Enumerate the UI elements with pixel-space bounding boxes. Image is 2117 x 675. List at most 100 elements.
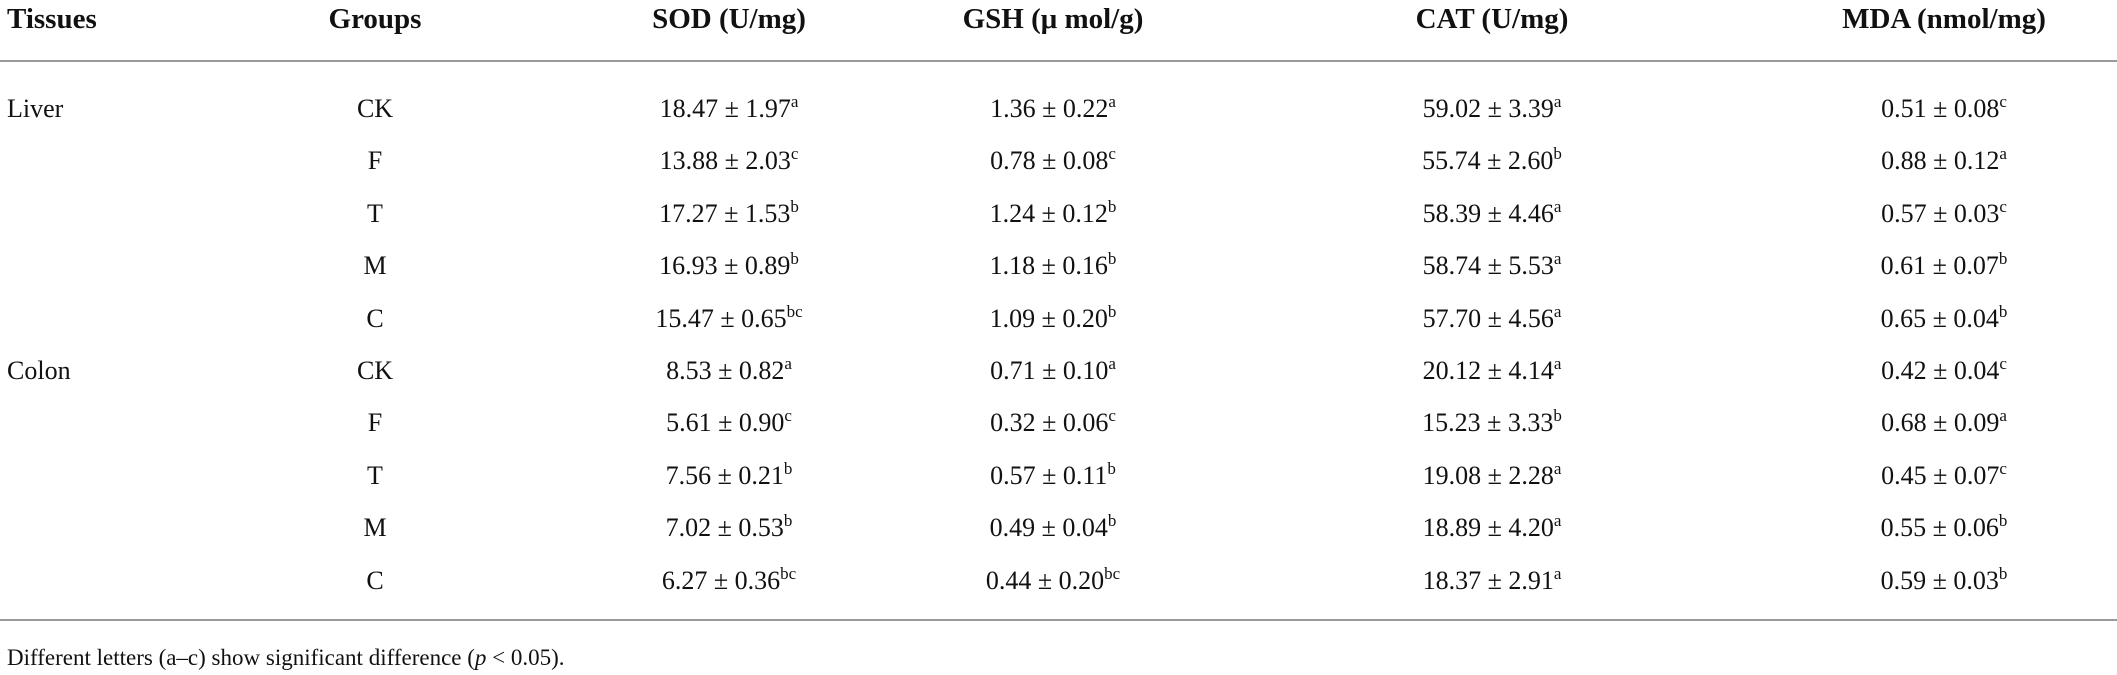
tissue-label: Colon bbox=[7, 356, 71, 385]
value-cell: 0.57 ± 0.11b bbox=[990, 458, 1116, 491]
value-text: 18.47 ± 1.97 bbox=[659, 94, 791, 123]
value-cell: 1.18 ± 0.16b bbox=[989, 249, 1117, 281]
significance-letter: c bbox=[1108, 406, 1116, 426]
value-text: 58.39 ± 4.46 bbox=[1422, 198, 1554, 228]
value-cell: 7.56 ± 0.21b bbox=[665, 458, 793, 491]
value-text: 0.45 ± 0.07 bbox=[1881, 460, 2000, 490]
value-cell: 18.89 ± 4.20a bbox=[1422, 511, 1562, 543]
group-label: C bbox=[366, 565, 384, 595]
value-text: 6.27 ± 0.36 bbox=[661, 565, 781, 595]
value-text: 0.57 ± 0.11 bbox=[990, 460, 1108, 490]
group-label: M bbox=[363, 251, 387, 281]
value-text: 1.36 ± 0.22 bbox=[990, 94, 1109, 123]
significance-letter: a bbox=[1108, 354, 1116, 373]
value-cell: 8.53 ± 0.82a bbox=[666, 354, 792, 386]
significance-letter: b bbox=[1998, 301, 2008, 321]
value-text: 0.71 ± 0.10 bbox=[990, 356, 1109, 385]
value-cell: 55.74 ± 2.60b bbox=[1422, 144, 1562, 176]
significance-letter: a bbox=[1999, 144, 2007, 164]
value-cell: 20.12 ± 4.14a bbox=[1422, 355, 1562, 386]
significance-letter: c bbox=[1999, 196, 2007, 216]
value-cell: 18.47 ± 1.97a bbox=[659, 93, 799, 124]
significance-letter: a bbox=[1553, 458, 1562, 478]
value-cell: 0.78 ± 0.08c bbox=[990, 145, 1116, 176]
significance-letter: b bbox=[1998, 511, 2008, 531]
value-cell: 0.61 ± 0.07b bbox=[1881, 250, 2008, 281]
significance-letter: a bbox=[1553, 511, 1562, 531]
value-cell: 5.61 ± 0.90c bbox=[666, 406, 792, 438]
significance-letter: b bbox=[1998, 563, 2008, 583]
value-text: 1.18 ± 0.16 bbox=[989, 251, 1108, 281]
value-text: 0.59 ± 0.03 bbox=[1880, 565, 1999, 595]
value-cell: 13.88 ± 2.03c bbox=[660, 144, 799, 176]
value-text: 17.27 ± 1.53 bbox=[659, 198, 791, 228]
significance-letter: b bbox=[1553, 144, 1562, 164]
value-text: 19.08 ± 2.28 bbox=[1422, 460, 1554, 490]
significance-letter: c bbox=[1999, 458, 2007, 478]
significance-letter: a bbox=[1553, 92, 1562, 111]
value-text: 0.65 ± 0.04 bbox=[1880, 303, 1999, 333]
value-text: 0.57 ± 0.03 bbox=[1881, 198, 2000, 228]
significance-letter: bc bbox=[780, 563, 797, 583]
significance-letter: b bbox=[1107, 249, 1117, 269]
footnote-italic: p bbox=[474, 645, 487, 670]
significance-letter: a bbox=[1553, 249, 1562, 269]
significance-letter: bc bbox=[1104, 563, 1121, 583]
value-cell: 0.65 ± 0.04b bbox=[1880, 301, 2008, 334]
significance-letter: b bbox=[783, 458, 793, 478]
value-cell: 0.71 ± 0.10a bbox=[990, 354, 1116, 386]
significance-letter: b bbox=[1107, 301, 1117, 321]
value-cell: 0.42 ± 0.04c bbox=[1881, 354, 2007, 386]
column-header: Tissues bbox=[7, 3, 97, 35]
value-cell: 57.70 ± 4.56a bbox=[1423, 301, 1562, 334]
value-cell: 1.36 ± 0.22a bbox=[990, 92, 1116, 124]
value-cell: 0.44 ± 0.20bc bbox=[986, 563, 1121, 596]
significance-letter: a bbox=[1553, 196, 1562, 216]
header-rule bbox=[0, 60, 2117, 62]
value-text: 7.56 ± 0.21 bbox=[665, 460, 784, 490]
group-label: F bbox=[367, 146, 383, 176]
value-text: 20.12 ± 4.14 bbox=[1422, 356, 1554, 385]
value-cell: 0.45 ± 0.07c bbox=[1881, 458, 2007, 491]
value-text: 18.89 ± 4.20 bbox=[1422, 513, 1554, 543]
value-cell: 1.09 ± 0.20b bbox=[990, 301, 1117, 334]
footnote-text: Different letters (a–c) show significant… bbox=[7, 645, 475, 670]
value-text: 0.88 ± 0.12 bbox=[1881, 146, 2000, 176]
significance-letter: b bbox=[790, 249, 799, 269]
significance-letter: bc bbox=[786, 301, 803, 321]
value-cell: 0.57 ± 0.03c bbox=[1881, 196, 2007, 229]
value-text: 0.42 ± 0.04 bbox=[1881, 356, 2000, 385]
value-text: 0.49 ± 0.04 bbox=[989, 513, 1108, 543]
value-cell: 0.32 ± 0.06c bbox=[990, 406, 1116, 438]
group-label: CK bbox=[356, 356, 394, 385]
value-cell: 58.74 ± 5.53a bbox=[1423, 249, 1562, 281]
value-text: 55.74 ± 2.60 bbox=[1422, 146, 1554, 176]
bottom-rule bbox=[0, 619, 2117, 621]
group-label: F bbox=[367, 408, 383, 438]
value-text: 59.02 ± 3.39 bbox=[1422, 94, 1554, 123]
value-text: 7.02 ± 0.53 bbox=[665, 513, 784, 543]
group-label: T bbox=[367, 460, 383, 490]
significance-letter: c bbox=[1999, 354, 2007, 373]
value-cell: 15.23 ± 3.33b bbox=[1422, 407, 1562, 438]
significance-letter: b bbox=[1107, 458, 1116, 478]
significance-letter: a bbox=[1108, 92, 1116, 111]
column-header: MDA (nmol/mg) bbox=[1842, 3, 2046, 35]
significance-letter: b bbox=[783, 511, 793, 531]
value-cell: 0.59 ± 0.03b bbox=[1880, 563, 2008, 596]
significance-letter: a bbox=[1999, 406, 2007, 426]
tissue-label: Liver bbox=[7, 94, 64, 123]
significance-letter: a bbox=[1553, 301, 1562, 321]
value-cell: 18.37 ± 2.91a bbox=[1423, 565, 1562, 596]
value-text: 0.68 ± 0.09 bbox=[1881, 408, 2000, 438]
significance-letter: a bbox=[784, 354, 792, 373]
value-cell: 0.88 ± 0.12a bbox=[1881, 144, 2007, 176]
value-cell: 7.02 ± 0.53b bbox=[665, 511, 793, 543]
significance-letter: b bbox=[1107, 511, 1117, 531]
value-text: 1.24 ± 0.12 bbox=[989, 198, 1108, 228]
group-label: M bbox=[363, 513, 387, 543]
value-text: 8.53 ± 0.82 bbox=[666, 356, 785, 385]
significance-letter: c bbox=[790, 144, 799, 164]
significance-letter: c bbox=[784, 406, 792, 426]
